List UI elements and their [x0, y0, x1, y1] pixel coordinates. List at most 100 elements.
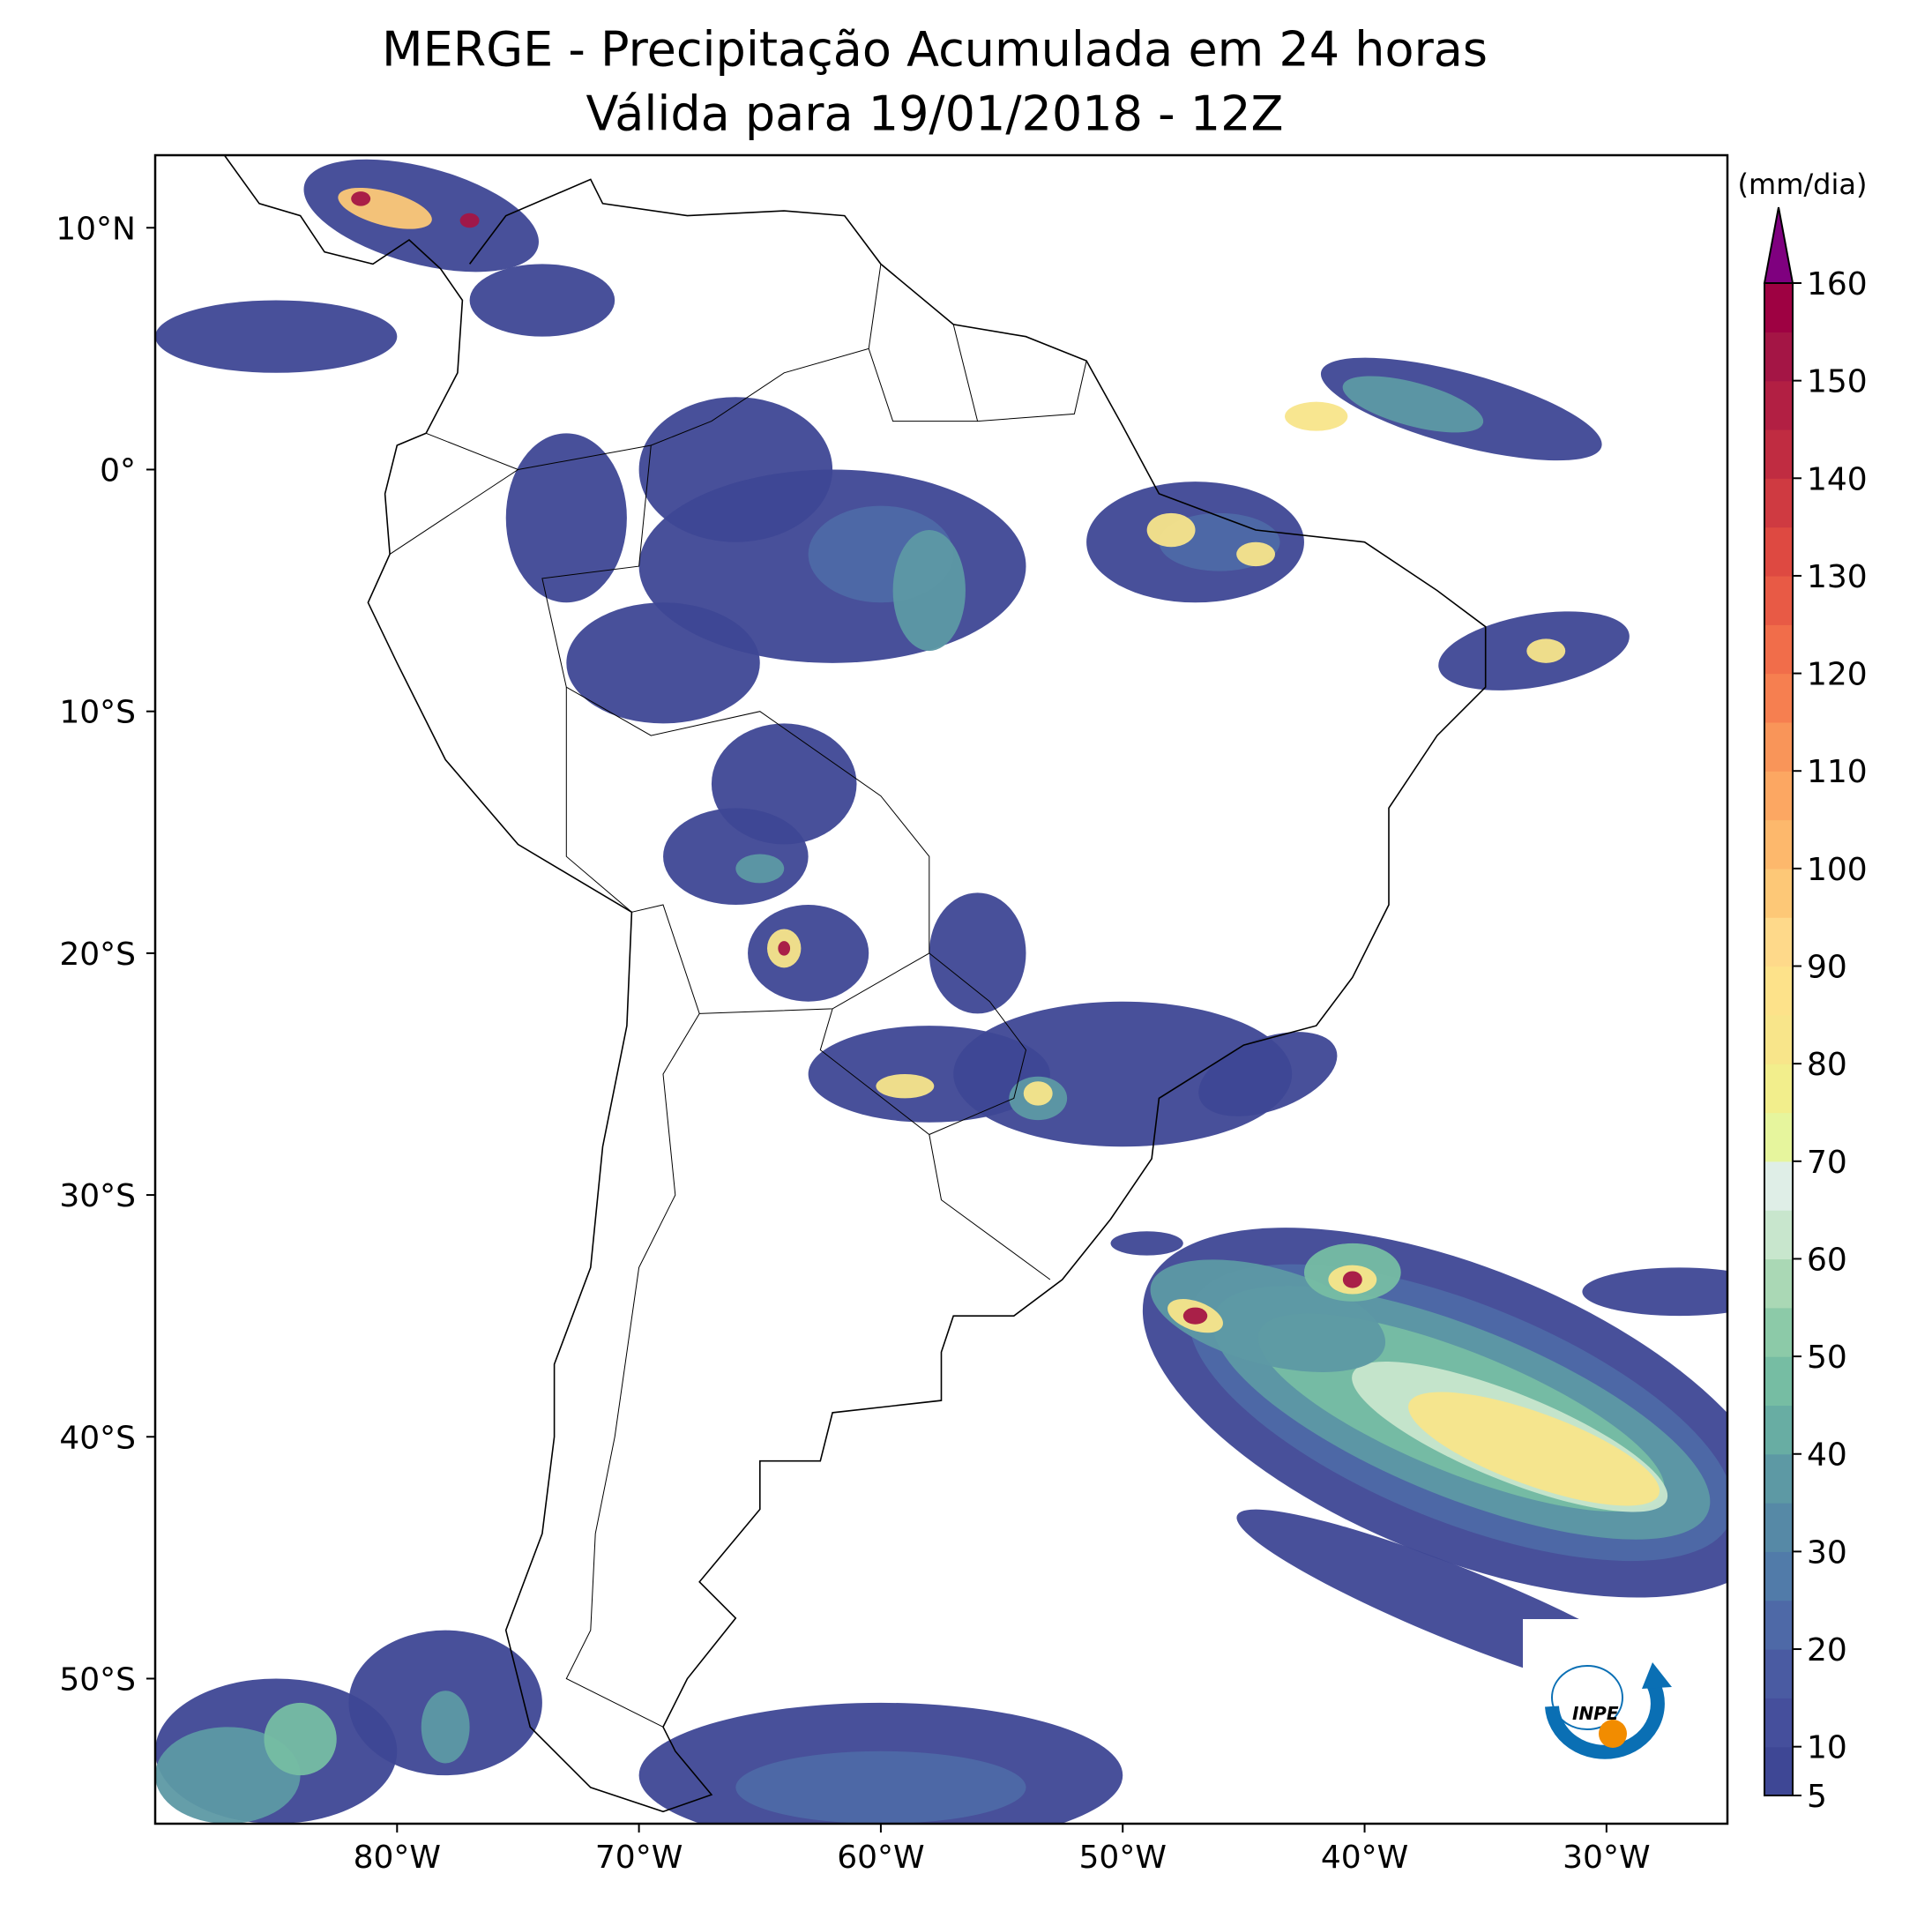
colorbar-band — [1764, 1112, 1793, 1162]
colorbar-tick-label: 30 — [1807, 1534, 1847, 1571]
precip-area — [1408, 1392, 1660, 1506]
colorbar-tick-label: 80 — [1807, 1047, 1847, 1083]
precip-area — [748, 905, 869, 1002]
country-border — [929, 1134, 1051, 1280]
colorbar-tick-label: 50 — [1807, 1340, 1847, 1376]
country-border — [565, 687, 632, 913]
colorbar-band — [1764, 1405, 1793, 1455]
lon-tick-label: 30°W — [1563, 1840, 1650, 1876]
colorbar-band — [1764, 1258, 1793, 1309]
colorbar-band — [1764, 868, 1793, 918]
precip-area — [876, 1073, 935, 1099]
colorbar-tick-label: 130 — [1807, 559, 1868, 595]
precip-area — [566, 602, 760, 724]
precip-area — [735, 854, 785, 884]
precip-area — [505, 433, 627, 603]
lon-tick-label: 60°W — [837, 1840, 924, 1876]
colorbar-band — [1764, 380, 1793, 430]
colorbar-tick-label: 120 — [1807, 657, 1868, 693]
map-frame — [153, 153, 1729, 1825]
colorbar-band — [1764, 332, 1793, 382]
precip-area — [1236, 541, 1276, 567]
colorbar-band — [1764, 1014, 1793, 1064]
colorbar-band — [1764, 917, 1793, 967]
lon-tick-label: 40°W — [1321, 1840, 1408, 1876]
country-border — [389, 469, 518, 555]
lon-tick-label: 50°W — [1079, 1840, 1167, 1876]
coastline — [223, 155, 1487, 1813]
colorbar-extend — [1763, 206, 1794, 284]
colorbar-band — [1764, 1746, 1793, 1796]
colorbar-tick-label: 40 — [1807, 1437, 1847, 1474]
precip-area — [351, 191, 371, 206]
colorbar-band — [1764, 673, 1793, 723]
lat-tick-label: 40°S — [59, 1420, 136, 1456]
colorbar-tick-label: 100 — [1807, 852, 1868, 888]
country-border — [819, 952, 1027, 1136]
country-border — [868, 348, 978, 422]
colorbar-frame — [1764, 282, 1794, 1796]
colorbar-tick-label: 110 — [1807, 754, 1868, 790]
precip-area — [1285, 401, 1348, 431]
colorbar-band — [1764, 1503, 1793, 1552]
lat-tick-label: 10°S — [59, 695, 136, 731]
colorbar-tick-label: 150 — [1807, 364, 1868, 400]
precip-area — [1342, 1271, 1362, 1288]
colorbar-tick-label: 90 — [1807, 950, 1847, 986]
lat-tick-label: 20°S — [59, 937, 136, 973]
colorbar-band — [1764, 526, 1793, 577]
map-area — [155, 155, 1727, 1824]
colorbar-band — [1764, 575, 1793, 625]
logo-swoosh — [1545, 1681, 1665, 1759]
precip-area — [711, 723, 857, 845]
precip-area — [892, 530, 966, 652]
logo-dot — [1599, 1720, 1627, 1748]
colorbar-band — [1764, 624, 1793, 675]
country-border — [541, 264, 930, 1014]
colorbar-band — [1764, 1307, 1793, 1357]
colorbar-tick-label: 10 — [1807, 1730, 1847, 1766]
inpe-logo: INPE — [1523, 1619, 1690, 1787]
colorbar-tick-label: 140 — [1807, 461, 1868, 497]
colorbar-tick-label: 60 — [1807, 1242, 1847, 1278]
precip-area — [1023, 1081, 1053, 1106]
country-border — [565, 1013, 700, 1728]
colorbar-band — [1764, 1551, 1793, 1601]
colorbar-band — [1764, 1453, 1793, 1504]
precip-area — [459, 213, 480, 228]
colorbar-tick-label: 160 — [1807, 266, 1868, 302]
colorbar-band — [1764, 771, 1793, 821]
lat-tick-label: 10°N — [56, 211, 136, 247]
precip-area — [1182, 1307, 1208, 1325]
lat-tick-label: 0° — [100, 452, 136, 489]
colorbar-tick-label: 5 — [1807, 1779, 1827, 1815]
colorbar-band — [1764, 1600, 1793, 1650]
precip-area — [155, 1727, 301, 1824]
lon-tick-label: 80°W — [354, 1840, 441, 1876]
colorbar-tick-label: 20 — [1807, 1632, 1847, 1668]
lat-tick-label: 50°S — [59, 1661, 136, 1698]
colorbar-band — [1764, 819, 1793, 870]
precip-area — [1582, 1267, 1727, 1317]
precip-area — [1526, 638, 1566, 663]
colorbar-band — [1764, 1064, 1793, 1114]
colorbar-band — [1764, 429, 1793, 479]
precip-area — [469, 264, 615, 337]
precip-area — [1198, 1032, 1338, 1116]
precip-area — [264, 1702, 337, 1776]
colorbar-band — [1764, 1649, 1793, 1698]
colorbar-band — [1764, 1161, 1793, 1211]
colorbar-band — [1764, 721, 1793, 772]
colorbar: 5 10 20 30 40 50 60 70 80 90 100 110 120 130 140 150 160 — [1763, 206, 1868, 1815]
precip-area — [778, 941, 791, 956]
precip-area — [1342, 376, 1484, 433]
subtitle: Válida para 19/01/2018 - 12Z — [586, 86, 1284, 142]
logo-ring — [1551, 1665, 1623, 1730]
colorbar-band — [1764, 478, 1793, 528]
title: MERGE - Precipitação Acumulada em 24 hor… — [382, 22, 1488, 78]
precip-area — [929, 892, 1026, 1014]
colorbar-unit: (mm/dia) — [1738, 168, 1868, 201]
colorbar-tick-label: 70 — [1807, 1145, 1847, 1181]
